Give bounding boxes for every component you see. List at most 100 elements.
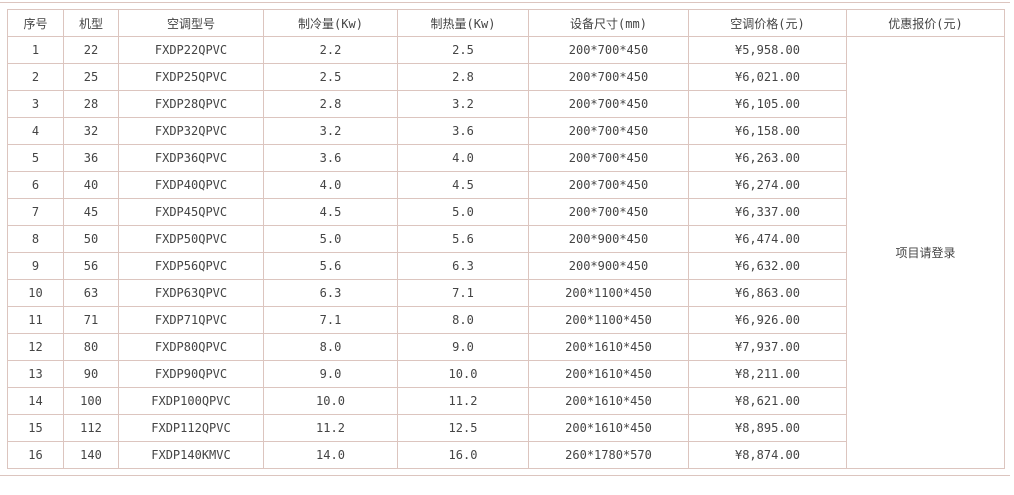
table-cell: FXDP25QPVC: [118, 63, 264, 91]
table-cell: 260*1780*570: [528, 441, 689, 469]
table-cell: ¥7,937.00: [688, 333, 847, 361]
table-cell: 4.5: [263, 198, 398, 226]
table-row: 5 36 FXDP36QPVC 3.6 4.0 200*700*450 ¥6,263.00: [7, 144, 1005, 172]
table-cell: 200*900*450: [528, 225, 689, 253]
table-cell: FXDP36QPVC: [118, 144, 264, 172]
column-header: 机型: [63, 9, 119, 37]
table-cell: 71: [63, 306, 119, 334]
table-cell: FXDP100QPVC: [118, 387, 264, 415]
table-cell: ¥6,158.00: [688, 117, 847, 145]
table-cell: 40: [63, 171, 119, 199]
table-cell: 8.0: [263, 333, 398, 361]
top-divider: [0, 2, 1010, 3]
table-cell: 8.0: [397, 306, 529, 334]
table-cell: 56: [63, 252, 119, 280]
table-cell: 140: [63, 441, 119, 469]
table-row: 4 32 FXDP32QPVC 3.2 3.6 200*700*450 ¥6,158.00: [7, 117, 1005, 145]
table-cell: 4.0: [397, 144, 529, 172]
table-cell: 25: [63, 63, 119, 91]
table-cell: FXDP28QPVC: [118, 90, 264, 118]
table-cell: 3.2: [397, 90, 529, 118]
column-header: 空调型号: [118, 9, 264, 37]
table-cell: 9: [7, 252, 64, 280]
table-cell: 5: [7, 144, 64, 172]
table-cell: 200*700*450: [528, 171, 689, 199]
table-cell: FXDP45QPVC: [118, 198, 264, 226]
table-cell: 2: [7, 63, 64, 91]
table-row: 14 100 FXDP100QPVC 10.0 11.2 200*1610*450 ¥8,6…: [7, 387, 1005, 415]
table-cell: 2.8: [263, 90, 398, 118]
table-cell: 100: [63, 387, 119, 415]
table-cell: 9.0: [263, 360, 398, 388]
table-cell: 11.2: [397, 387, 529, 415]
table-cell: 5.6: [263, 252, 398, 280]
table-cell: 4: [7, 117, 64, 145]
table-cell: FXDP71QPVC: [118, 306, 264, 334]
table-cell: 5.0: [263, 225, 398, 253]
table-cell: 6.3: [397, 252, 529, 280]
table-row: 13 90 FXDP90QPVC 9.0 10.0 200*1610*450 ¥8,211.…: [7, 360, 1005, 388]
table-cell: ¥8,895.00: [688, 414, 847, 442]
table-cell: 2.5: [263, 63, 398, 91]
table-cell: FXDP63QPVC: [118, 279, 264, 307]
table-cell: FXDP80QPVC: [118, 333, 264, 361]
table-cell: 200*700*450: [528, 117, 689, 145]
table-cell: FXDP140KMVC: [118, 441, 264, 469]
table-cell: 13: [7, 360, 64, 388]
table-cell: 90: [63, 360, 119, 388]
table-cell: 50: [63, 225, 119, 253]
table-row: 16 140 FXDP140KMVC 14.0 16.0 260*1780*570 ¥8,8…: [7, 441, 1005, 469]
table-cell: 2.5: [397, 36, 529, 64]
table-cell: 22: [63, 36, 119, 64]
column-header: 制冷量(Kw): [263, 9, 398, 37]
table-cell: 16: [7, 441, 64, 469]
column-header: 制热量(Kw): [397, 9, 529, 37]
table-cell: FXDP90QPVC: [118, 360, 264, 388]
table-cell: 6.3: [263, 279, 398, 307]
table-cell: 1: [7, 36, 64, 64]
table-cell: 200*1610*450: [528, 387, 689, 415]
table-cell: 14: [7, 387, 64, 415]
table-cell: 80: [63, 333, 119, 361]
table-cell: 4.0: [263, 171, 398, 199]
table-cell: 5.6: [397, 225, 529, 253]
table-cell: ¥6,263.00: [688, 144, 847, 172]
discount-quote-merged-cell: 项目请登录: [846, 36, 1005, 469]
table-cell: 12: [7, 333, 64, 361]
table-cell: 3.2: [263, 117, 398, 145]
table-cell: 200*1610*450: [528, 414, 689, 442]
table-row: 6 40 FXDP40QPVC 4.0 4.5 200*700*450 ¥6,274.00: [7, 171, 1005, 199]
table-cell: 200*1100*450: [528, 279, 689, 307]
table-cell: 200*900*450: [528, 252, 689, 280]
table-cell: ¥5,958.00: [688, 36, 847, 64]
table-cell: FXDP56QPVC: [118, 252, 264, 280]
table-row: 1 22 FXDP22QPVC 2.2 2.5 200*700*450 ¥5,958.00 项…: [7, 36, 1005, 469]
table-row: 2 25 FXDP25QPVC 2.5 2.8 200*700*450 ¥6,021.00: [7, 63, 1005, 91]
table-cell: 200*700*450: [528, 90, 689, 118]
ac-price-table: 序号 机型 空调型号 制冷量(Kw) 制热量(Kw) 设备尺寸(mm) 空调价格(元) 优惠报…: [7, 9, 1005, 469]
table-cell: 200*1100*450: [528, 306, 689, 334]
table-cell: 16.0: [397, 441, 529, 469]
table-cell: 5.0: [397, 198, 529, 226]
table-cell: FXDP22QPVC: [118, 36, 264, 64]
table-cell: ¥8,621.00: [688, 387, 847, 415]
table-cell: 32: [63, 117, 119, 145]
table-cell: 112: [63, 414, 119, 442]
table-cell: 3.6: [263, 144, 398, 172]
table-cell: ¥6,474.00: [688, 225, 847, 253]
table-cell: 200*700*450: [528, 36, 689, 64]
table-cell: FXDP112QPVC: [118, 414, 264, 442]
table-cell: 63: [63, 279, 119, 307]
table-cell: 4.5: [397, 171, 529, 199]
table-cell: 11.2: [263, 414, 398, 442]
table-cell: 3: [7, 90, 64, 118]
table-cell: 7: [7, 198, 64, 226]
table-cell: ¥8,874.00: [688, 441, 847, 469]
table-cell: 8: [7, 225, 64, 253]
table-cell: FXDP32QPVC: [118, 117, 264, 145]
table-cell: 200*1610*450: [528, 333, 689, 361]
table-cell: 200*1610*450: [528, 360, 689, 388]
table-cell: 200*700*450: [528, 198, 689, 226]
table-row: 8 50 FXDP50QPVC 5.0 5.6 200*900*450 ¥6,474.00: [7, 225, 1005, 253]
table-cell: 9.0: [397, 333, 529, 361]
